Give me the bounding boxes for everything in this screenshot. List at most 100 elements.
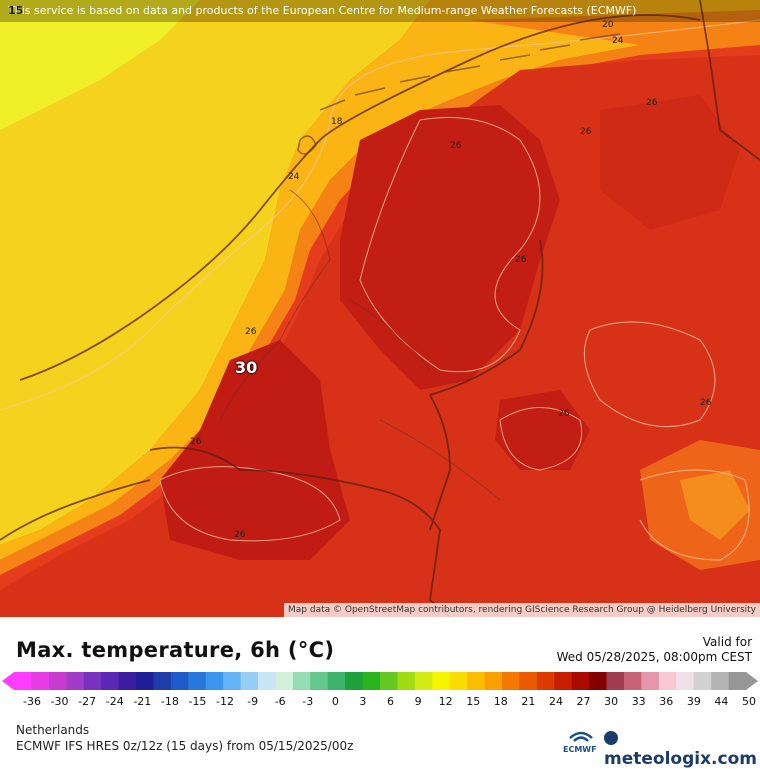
color-scale-swatch [728,672,747,690]
contour-label: 26 [646,98,658,108]
color-scale-tick-label: 18 [493,695,508,708]
color-scale-swatch [711,672,730,690]
valid-label: Valid for [702,635,752,649]
bottom-attribution: Map data © OpenStreetMap contributors, r… [284,603,760,617]
color-scale-tick-label: 39 [686,695,701,708]
temperature-map[interactable]: This service is based on data and produc… [0,0,760,617]
contour-label: 18 [331,117,343,127]
color-scale-swatch [624,672,643,690]
color-scale-swatch [658,672,677,690]
color-scale-swatch [554,672,573,690]
color-scale-tick-label: 12 [438,695,453,708]
contour-label: 26 [245,327,257,337]
color-scale-swatch [641,672,660,690]
top-attribution-bar: This service is based on data and produc… [0,0,760,22]
color-scale-tick-label: -6 [274,695,286,708]
color-scale-tick-label: -18 [160,695,179,708]
contour-label: 26 [515,255,527,265]
color-scale-swatch [606,672,625,690]
color-scale-swatch [676,672,695,690]
color-scale-tick-label: -27 [78,695,97,708]
brand-text: meteologix.com [604,749,757,769]
top-attribution-text: This service is based on data and produc… [8,4,637,17]
color-scale-tick-label: 0 [331,695,339,708]
contour-label: 24 [288,172,300,182]
color-scale-tick-label: 33 [631,695,646,708]
color-scale-swatch [519,672,538,690]
color-scale-swatch [205,672,224,690]
chart-title: Max. temperature, 6h (°C) [16,638,335,662]
color-scale-swatch [380,672,399,690]
color-scale-swatch [223,672,242,690]
highlight-value: 30 [235,358,258,377]
color-scale-swatch [693,672,712,690]
color-scale-swatch [31,672,50,690]
contour-label: 26 [558,409,570,419]
color-scale-tick-label: 44 [714,695,729,708]
color-scale-tick-label: 30 [604,695,619,708]
color-scale-swatch [101,672,120,690]
color-scale-swatch [589,672,608,690]
color-scale-swatch [310,672,329,690]
color-scale-tick-label: 3 [359,695,367,708]
color-scale-swatch [536,672,555,690]
color-scale-swatch [258,672,277,690]
contour-label: 20 [602,20,614,30]
contour-label: 26 [580,127,592,137]
color-scale-arrow-left [2,672,14,690]
color-scale-swatch [432,672,451,690]
color-scale-swatch [170,672,189,690]
color-scale-tick-label: 50 [742,695,756,708]
color-scale-swatch [136,672,155,690]
temperature-map-canvas [0,0,760,617]
color-scale-swatch [449,672,468,690]
color-scale-tick-label: 15 [466,695,481,708]
color-scale-swatch [188,672,207,690]
color-scale-tick-label: 27 [576,695,591,708]
color-scale-swatch [502,672,521,690]
valid-time: Wed 05/28/2025, 08:00pm CEST [556,650,752,664]
color-scale-swatch [362,672,381,690]
color-scale-tick-label: 6 [387,695,394,708]
color-scale-swatch [14,672,33,690]
color-scale-tick-label: -30 [50,695,69,708]
color-scale-swatch [571,672,590,690]
corner-value: 15 [8,4,24,17]
color-scale-swatch [153,672,172,690]
color-scale-bar [2,672,758,690]
model-info: ECMWF IFS HRES 0z/12z (15 days) from 05/… [16,739,354,753]
color-scale-tick-label: -15 [188,695,207,708]
color-scale-tick-label: -9 [247,695,259,708]
color-scale-tick-label: -24 [105,695,124,708]
color-scale-swatch [484,672,503,690]
color-scale-swatch [467,672,486,690]
color-scale-tick-label: 21 [521,695,536,708]
color-scale-tick-label: 9 [414,695,422,708]
color-scale-swatch [118,672,137,690]
color-scale-tick-label: -36 [23,695,41,708]
color-scale-swatch [275,672,294,690]
brand-link[interactable]: meteologix.com [604,729,760,769]
color-scale-swatch [240,672,259,690]
contour-label: 26 [190,437,202,447]
contour-label: 26 [450,141,462,151]
color-scale-swatch [327,672,346,690]
contour-label: 24 [612,36,624,46]
color-scale-swatch [345,672,364,690]
color-scale-tick-label: -12 [216,695,235,708]
color-scale-swatch [83,672,102,690]
region-name: Netherlands [16,723,90,737]
color-scale-swatch [414,672,433,690]
color-scale-swatch [66,672,85,690]
contour-label: 26 [234,530,246,540]
color-scale-swatch [397,672,416,690]
meteologix-icon [604,731,618,745]
ecmwf-logo-icon [569,731,593,742]
color-scale-arrow-right [746,672,758,690]
contour-label: 26 [700,398,712,408]
color-scale-ticks: -36 -30 -27 -24 -21 -18 -15 -12 -9 -6 -3 0 3 6 9 12 15 18… [0,695,760,711]
color-scale-tick-label: 24 [548,695,563,708]
color-scale-tick-label: 36 [659,695,674,708]
color-scale-swatch [48,672,67,690]
ecmwf-logo-text: ECMWF [563,745,597,754]
